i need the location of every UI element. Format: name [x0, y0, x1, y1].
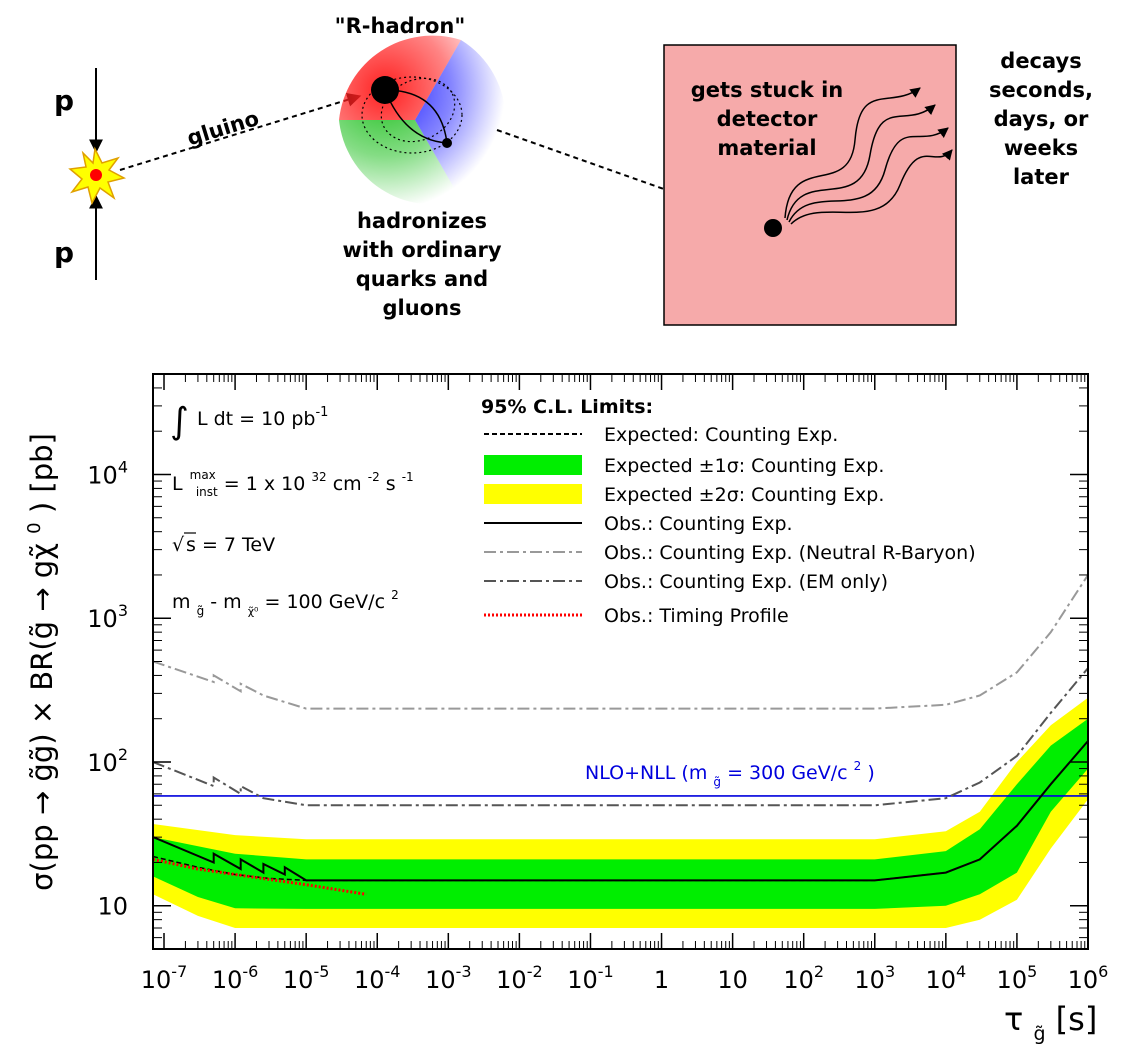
gluino-core-icon [371, 76, 399, 104]
proton-bottom-label: p [54, 236, 74, 269]
band-1sigma [153, 718, 1088, 909]
x-tick-label: 102 [783, 962, 824, 994]
x-tick-label: 10-3 [425, 962, 472, 994]
rhadron-orbit [361, 76, 463, 154]
rhadron-green-sector [339, 120, 461, 205]
gluino-arrow [119, 93, 362, 171]
x-tick-label: 106 [1068, 962, 1109, 994]
mass-text: m g̃ - m χ̃⁰ = 100 GeV/c 2 [172, 588, 399, 620]
diagram: p p gluino "R-hadron" hadronizes with or… [54, 14, 1093, 326]
legend-label: Obs.: Counting Exp. (Neutral R-Baryon) [604, 542, 976, 564]
x-tick-label: 10-7 [141, 962, 188, 994]
gluino-label: gluino [184, 106, 262, 151]
hadronizes-line: gluons [382, 296, 461, 320]
lumi-text: L dt = 10 pb-1 [197, 405, 328, 430]
proton-top-label: p [54, 84, 74, 117]
inst-lumi-text: L max inst = 1 x 10 32 cm -2 s -1 [172, 462, 414, 501]
decays-line: weeks [1004, 136, 1078, 160]
integral-sign-icon: ∫ [170, 401, 189, 442]
legend-label: Obs.: Counting Exp. (EM only) [604, 571, 888, 593]
legend-label: Obs.: Counting Exp. [604, 513, 793, 535]
info-panel: ∫ L dt = 10 pb-1 L max inst = 1 x 10 32 … [170, 401, 414, 620]
collision-core-icon [90, 169, 102, 181]
decays-line: days, or [994, 107, 1089, 131]
rhadron-arrow [496, 129, 762, 226]
stuck-line: material [717, 136, 816, 160]
sqrt-icon: √ [172, 534, 185, 556]
series-em-only [153, 667, 1088, 807]
x-tick-label: 10-6 [212, 962, 259, 994]
x-axis-label: τ g̃ [s] [1004, 1000, 1097, 1048]
x-tick-label: 10-4 [354, 962, 401, 994]
x-tick-label: 10-5 [283, 962, 330, 994]
y-tick-label: 103 [87, 601, 128, 633]
y-tick-label: 10 [97, 893, 128, 921]
decays-line: seconds, [989, 78, 1093, 102]
series-observed [153, 740, 1088, 882]
y-tick-label: 102 [87, 745, 128, 777]
x-tick-label: 10 [717, 966, 748, 994]
x-tick-label: 104 [925, 962, 966, 994]
nlo-label: NLO+NLL (m g̃ = 300 GeV/c 2 ) [585, 753, 875, 791]
x-tick-label: 1 [654, 966, 669, 994]
stuck-line: gets stuck in [691, 78, 844, 102]
energy-text: s = 7 TeV [186, 534, 275, 556]
x-tick-label: 10-2 [496, 962, 543, 994]
legend-label: Expected ±2σ: Counting Exp. [604, 484, 884, 506]
legend-label: Expected ±1σ: Counting Exp. [604, 455, 884, 477]
y-tick-label: 104 [87, 457, 128, 489]
rhadron-blue-sector [415, 40, 506, 200]
chart: 10-7 10-6 10-5 10-4 10-3 10-2 10-1 1 10 102 103 104… [13, 373, 1109, 1048]
hadronizes-line: hadronizes [357, 209, 487, 233]
legend-title: 95% C.L. Limits: [481, 396, 653, 418]
decay-products [784, 87, 953, 225]
y-axis-label: σ(pp → g̃g̃) × BR(g̃ → gχ̃ 0 ) [pb] [13, 433, 59, 891]
x-tick-label: 105 [997, 962, 1038, 994]
x-tick-label: 103 [854, 962, 895, 994]
stopped-rhadron-icon [764, 219, 782, 237]
decays-line: later [1013, 165, 1070, 189]
x-tick-label: 10-1 [567, 962, 614, 994]
legend-label: Obs.: Timing Profile [604, 605, 789, 627]
rhadron-orbit [380, 77, 456, 143]
stuck-line: detector [717, 107, 818, 131]
legend: 95% C.L. Limits: Expected: Counting Exp.… [481, 396, 976, 627]
quark-icon [442, 138, 452, 148]
decays-line: decays [1000, 49, 1081, 73]
legend-label: Expected: Counting Exp. [604, 424, 838, 446]
series-neutral-rbaryon [153, 574, 1088, 710]
rhadron-title: "R-hadron" [335, 14, 466, 38]
legend-swatch [484, 484, 582, 504]
hadronizes-line: quarks and [356, 267, 488, 291]
detector-block [663, 44, 957, 326]
hadronizes-line: with ordinary [342, 238, 501, 262]
legend-swatch [484, 455, 582, 475]
